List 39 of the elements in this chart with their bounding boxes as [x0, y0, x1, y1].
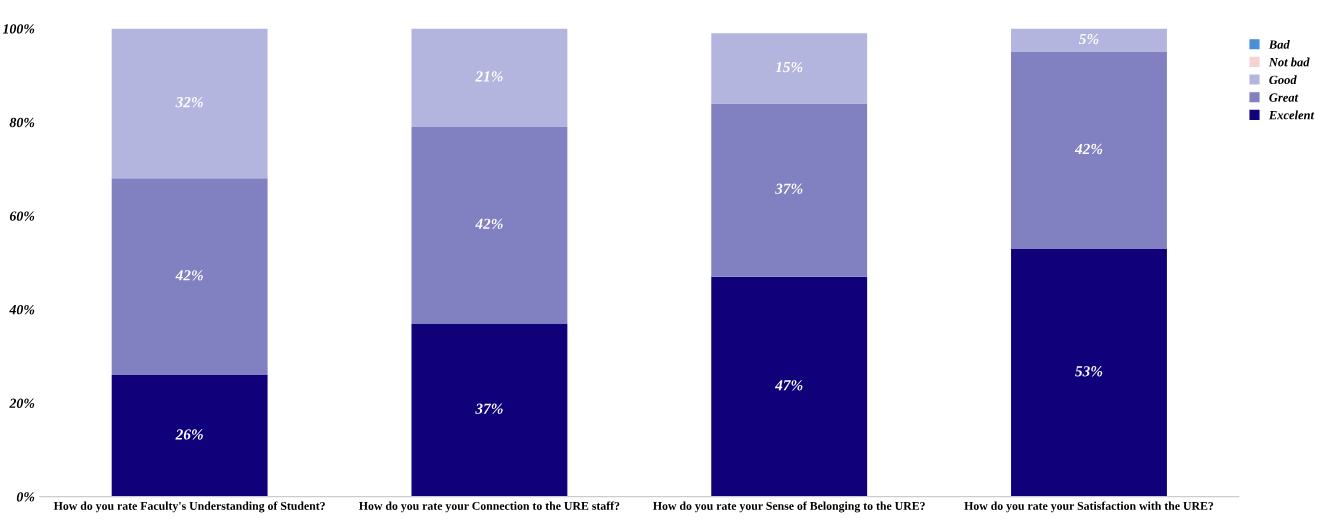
data-label: 47% — [774, 380, 803, 391]
data-label: 42% — [475, 218, 503, 230]
x-tick-label: How do you rate Faculty's Understanding of Student? — [53, 501, 325, 513]
legend-label: Not bad — [1268, 57, 1310, 67]
y-tick-label: 0% — [16, 492, 35, 502]
data-label: 5% — [1078, 33, 1099, 45]
bar — [411, 126, 568, 324]
bar — [411, 28, 568, 127]
legend-label: Great — [1269, 93, 1299, 102]
bar — [411, 323, 568, 497]
legend-label: Bad — [1268, 39, 1290, 49]
data-label: 21% — [475, 71, 503, 82]
data-label: 42% — [1074, 143, 1103, 155]
data-label: 37% — [775, 183, 803, 194]
data-label: 26% — [175, 429, 203, 440]
y-tick-label: 20% — [9, 398, 35, 408]
bar — [111, 28, 268, 179]
bar — [711, 103, 868, 277]
bar — [711, 276, 868, 497]
bar — [1011, 28, 1167, 52]
y-tick-label: 80% — [9, 117, 35, 128]
data-label: 15% — [775, 61, 803, 73]
data-label: 37% — [475, 403, 503, 414]
x-tick-label: How do you rate your Sense of Belonging to the URE? — [653, 501, 925, 513]
data-label: 53% — [1075, 366, 1103, 377]
data-label: 32% — [175, 96, 203, 108]
x-tick-label: How do you rate your Satisfaction with the URE? — [964, 501, 1214, 513]
x-tick-label: How do you rate your Connection to the URE staff? — [359, 501, 620, 513]
y-tick-label: 60% — [9, 211, 35, 221]
legend-label: Excelent — [1268, 110, 1315, 120]
bar — [1011, 248, 1167, 497]
bar — [711, 33, 868, 104]
y-tick-label: 100% — [2, 24, 35, 34]
legend-label: Good — [1269, 75, 1297, 85]
bar — [1011, 52, 1167, 249]
bar — [111, 374, 268, 497]
bar — [111, 178, 268, 375]
y-tick-label: 40% — [9, 304, 35, 315]
data-label: 42% — [175, 270, 203, 281]
